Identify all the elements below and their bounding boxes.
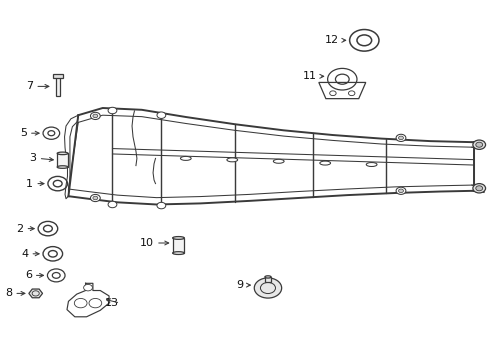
Circle shape [254, 278, 281, 298]
Text: 13: 13 [104, 298, 118, 308]
Text: 11: 11 [302, 71, 316, 81]
Circle shape [89, 298, 102, 308]
Circle shape [472, 140, 485, 149]
Circle shape [108, 107, 117, 114]
Circle shape [395, 134, 405, 141]
Ellipse shape [226, 158, 237, 162]
Circle shape [398, 189, 403, 193]
Text: 8: 8 [5, 288, 12, 298]
Circle shape [157, 112, 165, 118]
Ellipse shape [273, 159, 284, 163]
Polygon shape [29, 289, 42, 298]
Ellipse shape [172, 252, 184, 255]
Text: 4: 4 [21, 249, 28, 259]
Text: 5: 5 [20, 128, 27, 138]
Circle shape [475, 186, 482, 191]
Bar [172, 238, 184, 253]
Text: 2: 2 [16, 224, 23, 234]
Text: 7: 7 [26, 81, 33, 91]
Ellipse shape [57, 166, 68, 168]
Circle shape [475, 142, 482, 147]
Ellipse shape [172, 237, 184, 239]
Bar [57, 153, 68, 167]
Circle shape [329, 91, 335, 96]
Text: 9: 9 [236, 280, 243, 290]
Circle shape [348, 91, 354, 96]
Ellipse shape [319, 161, 330, 165]
Circle shape [90, 112, 100, 120]
Circle shape [74, 298, 87, 308]
Text: 3: 3 [30, 153, 37, 163]
Circle shape [90, 194, 100, 202]
Text: 10: 10 [140, 238, 154, 248]
Circle shape [83, 284, 92, 291]
Ellipse shape [180, 156, 191, 161]
Circle shape [108, 201, 117, 208]
Circle shape [398, 136, 403, 140]
Circle shape [157, 202, 165, 209]
Ellipse shape [264, 276, 270, 278]
Bar [53, 74, 62, 78]
Ellipse shape [366, 163, 376, 166]
Circle shape [472, 184, 485, 193]
Text: 12: 12 [324, 35, 338, 45]
Bar [55, 77, 60, 96]
Ellipse shape [57, 152, 68, 155]
Text: 6: 6 [25, 270, 32, 280]
Circle shape [395, 187, 405, 194]
Circle shape [93, 114, 98, 118]
Circle shape [93, 196, 98, 200]
Bar [264, 277, 270, 283]
Text: 1: 1 [26, 179, 33, 189]
